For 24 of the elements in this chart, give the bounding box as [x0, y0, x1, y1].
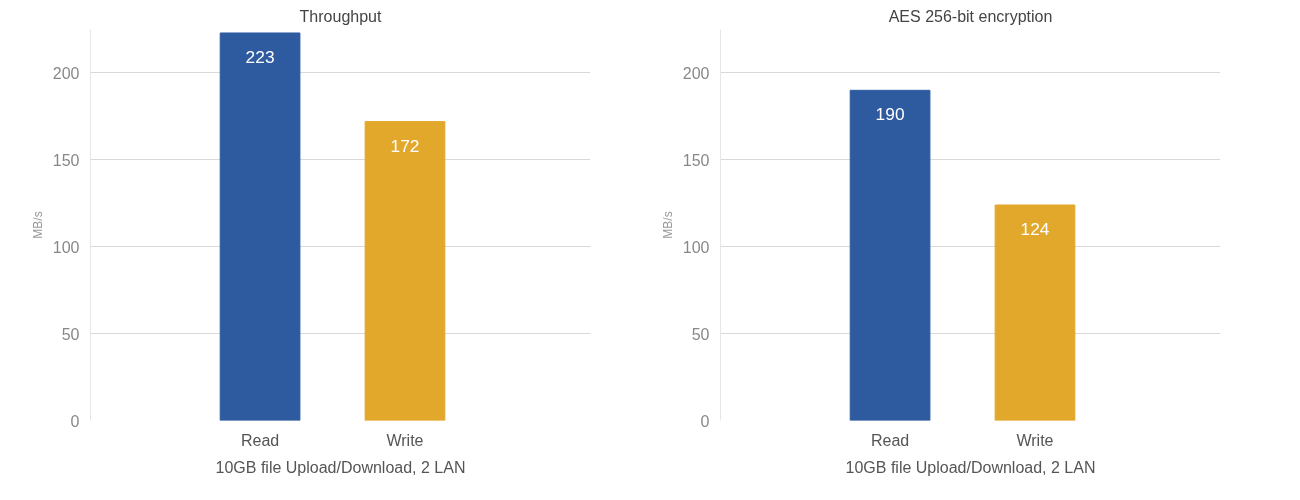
y-tick-label: 50: [61, 325, 80, 343]
y-axis-title: MB/s: [660, 211, 675, 239]
x-tick-label: Write: [1016, 431, 1054, 449]
y-tick-label: 100: [52, 238, 80, 256]
text: 10GB file Upload/Download, 2 LAN: [845, 458, 1096, 476]
text: 10GB file Upload/Download, 2 LAN: [215, 458, 466, 476]
y-tick-label: 0: [700, 412, 710, 430]
y-tick-label: 200: [682, 64, 710, 82]
y-tick-label: 150: [682, 151, 710, 169]
data-label: 223: [245, 46, 275, 67]
chart-title: Throughput: [299, 7, 382, 25]
y-tick-label: 150: [52, 151, 80, 169]
y-tick-label: 100: [682, 238, 710, 256]
data-label: 124: [1020, 219, 1050, 240]
chart-title: AES 256-bit encryption: [888, 7, 1053, 25]
y-axis-title: MB/s: [30, 211, 45, 239]
x-tick-label: Write: [386, 431, 424, 449]
y-tick-label: 50: [691, 325, 710, 343]
x-tick-label: Read: [240, 431, 280, 449]
x-tick-label: Read: [870, 431, 910, 449]
y-tick-label: 200: [52, 64, 80, 82]
data-label: 172: [390, 135, 420, 156]
y-tick-label: 0: [70, 412, 80, 430]
data-label: 190: [875, 104, 905, 125]
